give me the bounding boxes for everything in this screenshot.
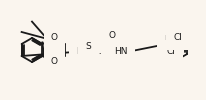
Text: Cl: Cl [173, 34, 181, 42]
Text: O: O [86, 44, 93, 53]
Text: S: S [85, 42, 91, 51]
Text: O: O [51, 57, 58, 66]
Text: N: N [76, 46, 83, 56]
Text: NH: NH [88, 46, 102, 56]
Text: O: O [51, 34, 58, 42]
Text: N: N [164, 36, 170, 44]
Text: Cl: Cl [166, 48, 174, 56]
Text: HN: HN [114, 47, 128, 56]
Text: O: O [108, 31, 115, 40]
Text: N: N [91, 37, 98, 46]
